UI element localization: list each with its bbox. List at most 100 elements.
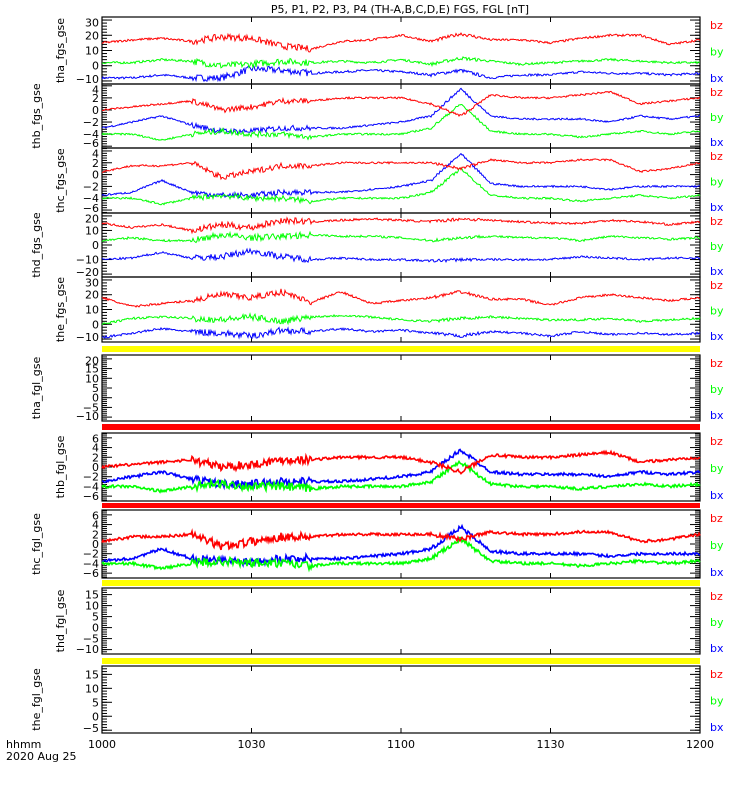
y-tick-label: 10 bbox=[85, 224, 99, 237]
y-tick-label: 20 bbox=[85, 355, 99, 368]
legend-by: by bbox=[710, 305, 724, 318]
legend-by: by bbox=[710, 383, 724, 396]
legend-by: by bbox=[710, 111, 724, 124]
series-line-bz bbox=[101, 32, 701, 53]
y-axis-label: thd_fgl_gse bbox=[54, 589, 67, 652]
panel-frame bbox=[101, 587, 701, 655]
status-bar-red bbox=[102, 503, 700, 508]
y-tick-label: −6 bbox=[83, 567, 99, 580]
panel-frame bbox=[101, 665, 701, 734]
y-tick-label: 5 bbox=[92, 382, 99, 395]
y-tick-label: 2 bbox=[92, 92, 99, 105]
x-tick-label: 1100 bbox=[387, 738, 415, 751]
y-tick-label: 10 bbox=[85, 372, 99, 385]
y-tick-label: 4 bbox=[92, 148, 99, 161]
y-tick-label: −2 bbox=[83, 116, 99, 129]
y-tick-label: 30 bbox=[85, 277, 99, 290]
y-tick-label: 2 bbox=[92, 451, 99, 464]
y-tick-label: −10 bbox=[76, 73, 99, 86]
series-line-bz bbox=[101, 158, 701, 181]
legend-bz: bz bbox=[710, 279, 723, 292]
y-tick-label: 0 bbox=[92, 710, 99, 723]
legend-by: by bbox=[710, 462, 724, 475]
y-tick-label: −4 bbox=[83, 128, 99, 141]
y-tick-label: 6 bbox=[92, 433, 99, 446]
y-tick-label: 4 bbox=[92, 519, 99, 532]
legend-bz: bz bbox=[710, 590, 723, 603]
y-tick-label: 4 bbox=[92, 442, 99, 455]
legend-bx: bx bbox=[710, 721, 724, 734]
series-line-by bbox=[101, 103, 701, 141]
y-axis-label: tha_fgs_gse bbox=[54, 18, 67, 83]
panel-frame bbox=[101, 83, 701, 149]
legend-bx: bx bbox=[710, 201, 724, 214]
y-tick-label: 0 bbox=[92, 169, 99, 182]
legend-by: by bbox=[710, 240, 724, 253]
date-label: 2020 Aug 25 bbox=[6, 750, 76, 763]
legend-by: by bbox=[710, 695, 724, 708]
y-tick-label: −5 bbox=[83, 722, 99, 735]
y-tick-label: −2 bbox=[83, 180, 99, 193]
y-tick-label: −2 bbox=[83, 548, 99, 561]
legend-bx: bx bbox=[710, 409, 724, 422]
y-axis-label: thd_fgs_gse bbox=[30, 212, 43, 278]
legend-bz: bz bbox=[710, 668, 723, 681]
y-axis-label: thb_fgs_gse bbox=[30, 83, 43, 149]
status-bar-yellow bbox=[102, 346, 700, 352]
y-tick-label: 15 bbox=[85, 363, 99, 376]
x-unit-label: hhmm bbox=[6, 738, 41, 751]
y-tick-label: 0 bbox=[92, 538, 99, 551]
y-tick-label: 0 bbox=[92, 60, 99, 73]
panel-frame bbox=[101, 147, 701, 214]
y-axis-label: the_fgs_gse bbox=[54, 277, 67, 342]
legend-by: by bbox=[710, 616, 724, 629]
legend-bx: bx bbox=[710, 265, 724, 278]
legend-bz: bz bbox=[710, 435, 723, 448]
y-tick-label: 0 bbox=[92, 104, 99, 117]
series-line-bz bbox=[101, 449, 701, 475]
y-tick-label: −6 bbox=[83, 137, 99, 150]
series-line-bx bbox=[101, 326, 701, 340]
y-tick-label: −4 bbox=[83, 480, 99, 493]
series-line-bx bbox=[101, 152, 700, 200]
y-tick-label: −5 bbox=[83, 633, 99, 646]
y-tick-label: 2 bbox=[92, 528, 99, 541]
legend-bx: bx bbox=[710, 136, 724, 149]
y-tick-label: 10 bbox=[85, 682, 99, 695]
series-line-bx bbox=[101, 247, 701, 264]
series-line-by bbox=[101, 459, 701, 494]
y-tick-label: −10 bbox=[76, 254, 99, 267]
series-line-by bbox=[101, 56, 701, 70]
y-tick-label: 6 bbox=[92, 510, 99, 523]
y-tick-label: 10 bbox=[85, 600, 99, 613]
legend-by: by bbox=[710, 176, 724, 189]
legend-bz: bz bbox=[710, 512, 723, 525]
y-tick-label: 10 bbox=[85, 45, 99, 58]
status-bar-red bbox=[102, 424, 700, 430]
x-tick-label: 1200 bbox=[686, 738, 714, 751]
series-line-bx bbox=[101, 87, 701, 135]
status-bar-yellow bbox=[102, 580, 700, 586]
y-tick-label: 0 bbox=[92, 461, 99, 474]
y-tick-label: −10 bbox=[76, 643, 99, 656]
chart-title: P5, P1, P2, P3, P4 (TH-A,B,C,D,E) FGS, F… bbox=[271, 3, 529, 16]
y-tick-label: 20 bbox=[85, 29, 99, 42]
panel-thb_fgs_gse: 420−2−4−6 thb_fgs_gse bz by bx bbox=[30, 83, 724, 150]
legend-bx: bx bbox=[710, 330, 724, 343]
legend-bz: bz bbox=[710, 19, 723, 32]
panel-frame bbox=[101, 212, 701, 278]
y-tick-label: 5 bbox=[92, 611, 99, 624]
panel-frame bbox=[101, 276, 701, 343]
legend-by: by bbox=[710, 539, 724, 552]
y-tick-label: −4 bbox=[83, 192, 99, 205]
panel-thc_fgs_gse: 420−2−4−6 thc_fgs_gse bz by bx bbox=[54, 147, 724, 215]
y-axis-label: thc_fgs_gse bbox=[54, 148, 67, 213]
x-tick-label: 1130 bbox=[537, 738, 565, 751]
series-line-bz bbox=[101, 216, 701, 235]
